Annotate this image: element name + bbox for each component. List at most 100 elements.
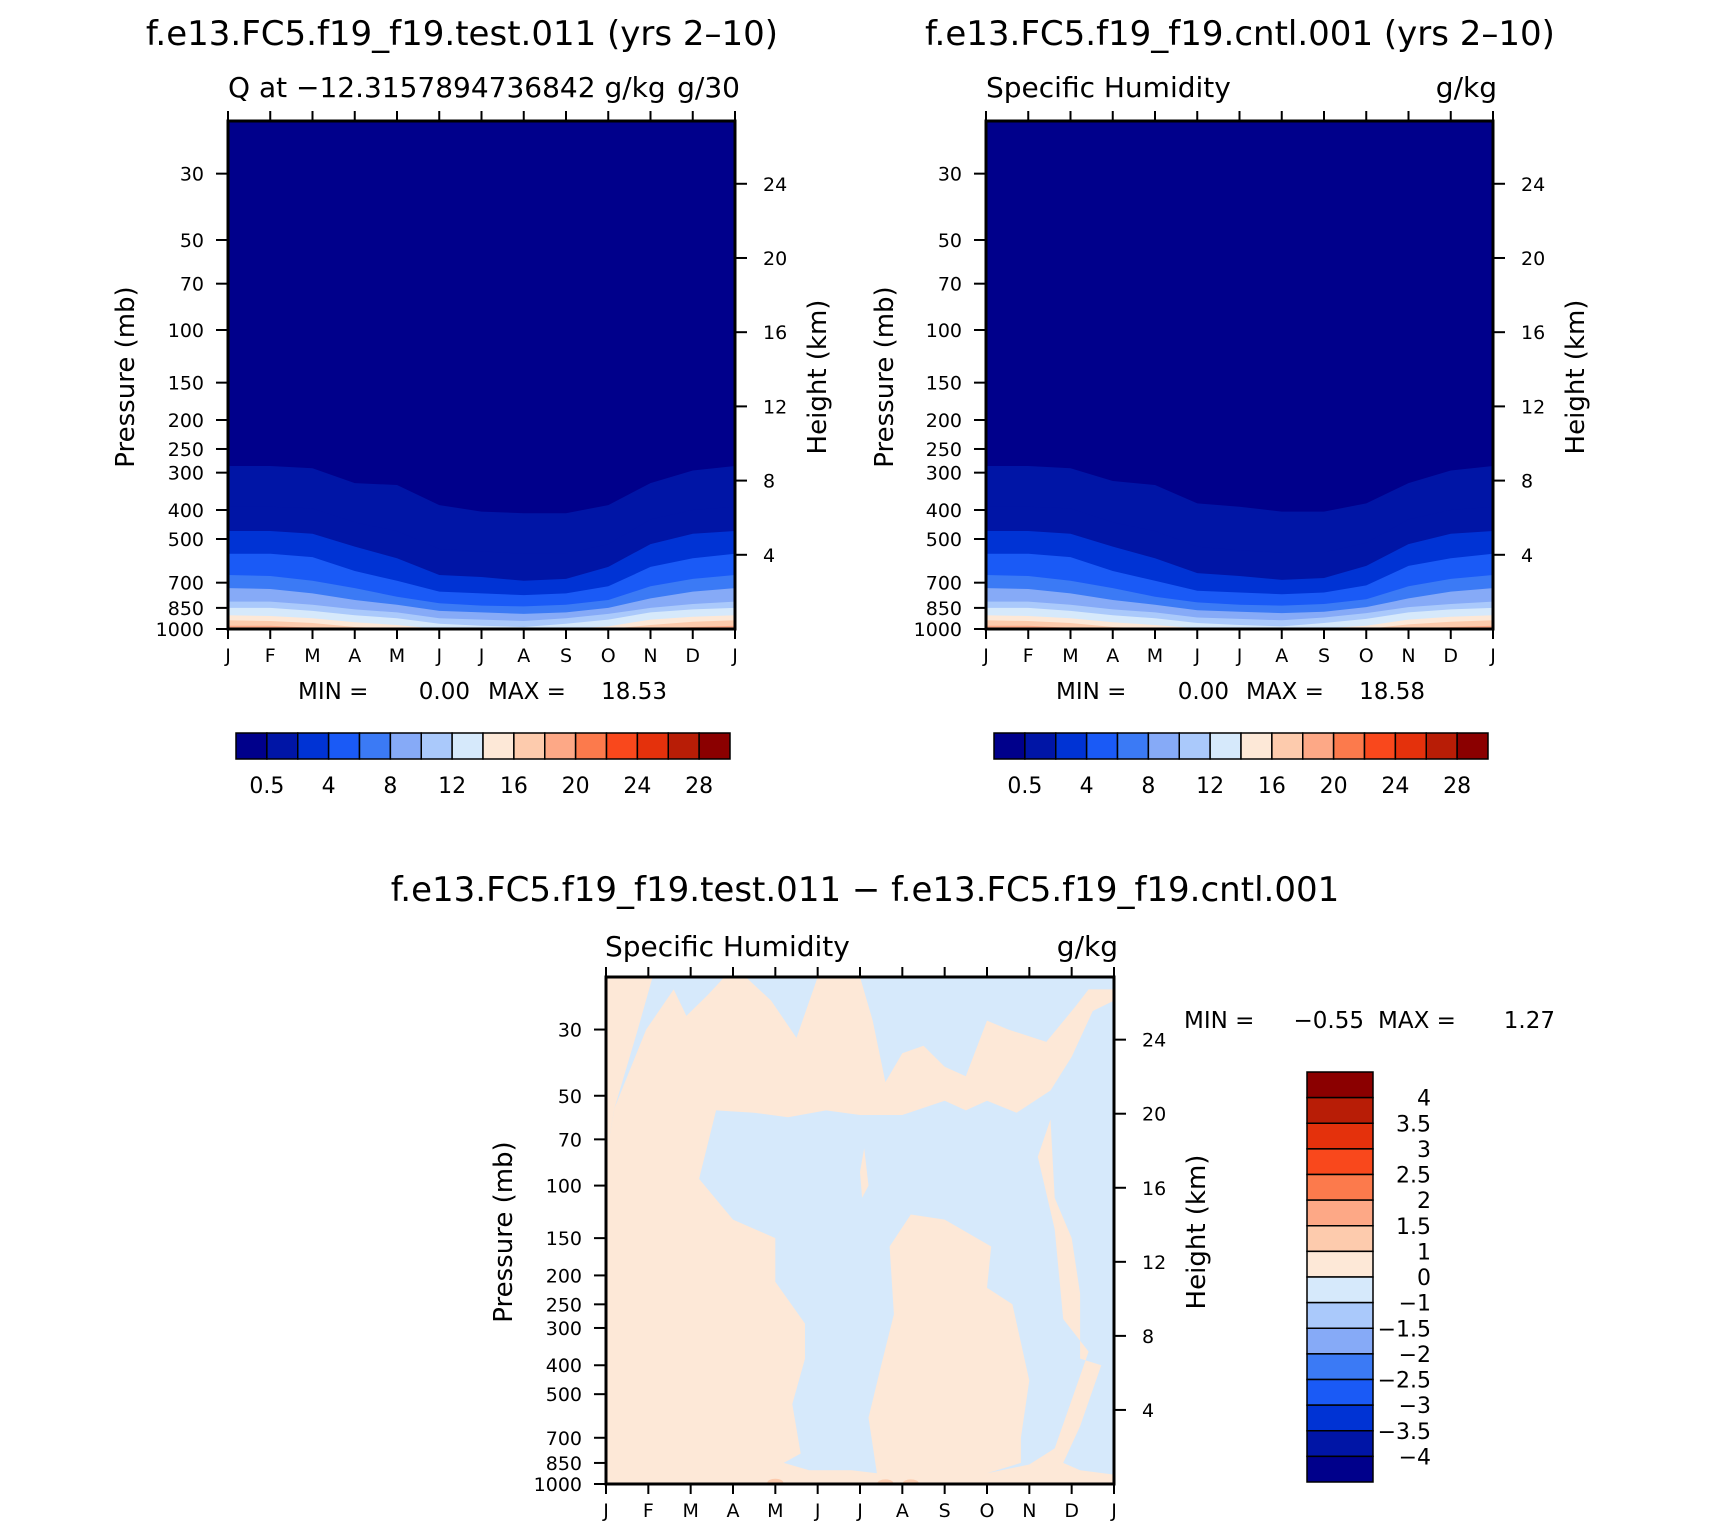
x-tick-label: O	[601, 645, 616, 667]
panel-control-max-label: MAX =	[1246, 679, 1324, 705]
colorbar-swatch	[1306, 1225, 1374, 1253]
y2-tick-label: 16	[1142, 1178, 1166, 1200]
x-tick-label: A	[517, 645, 530, 667]
x-tick-label: F	[265, 645, 276, 667]
colorbar-swatch	[358, 732, 392, 760]
field-group	[228, 121, 735, 629]
colorbar-swatch	[297, 732, 330, 760]
colorbar-swatch	[327, 732, 361, 760]
y-tick-label: 50	[938, 230, 962, 252]
x-tick-label: D	[1064, 1500, 1079, 1522]
panel-difference-min-label: MIN =	[1184, 1008, 1254, 1034]
y-tick-label: 300	[926, 463, 962, 485]
panel-test-max-label: MAX =	[488, 679, 566, 705]
colorbar-swatch	[1306, 1430, 1374, 1458]
plot-frame	[604, 975, 1116, 1486]
x-tick-label: D	[685, 645, 700, 667]
colorbar-label: 4	[1417, 1087, 1431, 1112]
diff-positive-region	[606, 977, 1114, 1484]
panel-test-ylabel: Pressure (mb)	[111, 286, 141, 467]
colorbar-label: 16	[500, 774, 528, 799]
colorbar-label: 0.5	[249, 774, 284, 799]
y-tick-label: 200	[546, 1265, 582, 1287]
y2-tick-label: 16	[1521, 322, 1545, 344]
colorbar-label: 20	[562, 774, 590, 799]
y-tick-label: 250	[168, 439, 204, 461]
field-band	[228, 615, 735, 629]
y-tick-label: 50	[180, 230, 204, 252]
x-tick-label: J	[1236, 645, 1243, 667]
panel-difference: f.e13.FC5.f19_f19.test.011 − f.e13.FC5.f…	[391, 870, 1555, 1522]
y2-tick-label: 20	[763, 248, 787, 270]
colorbar-swatch	[1306, 1071, 1374, 1099]
x-tick-label: N	[1022, 1500, 1036, 1522]
y-tick-label: 300	[168, 463, 204, 485]
colorbar-swatch	[667, 732, 700, 760]
y-tick-label: 1000	[914, 619, 962, 641]
y-tick-label: 100	[926, 320, 962, 342]
colorbar-label: 0	[1417, 1266, 1431, 1291]
x-tick-label: M	[389, 645, 405, 667]
x-tick-label: J	[602, 1500, 609, 1522]
y-tick-label: 250	[926, 439, 962, 461]
y-tick-label: 850	[546, 1453, 582, 1475]
y-tick-label: 30	[938, 164, 962, 186]
colorbar-swatch	[1306, 1276, 1374, 1304]
panel-control-right-label: g/kg	[1436, 71, 1497, 104]
y2-tick-label: 8	[763, 471, 775, 493]
y2-tick-label: 8	[1142, 1326, 1154, 1348]
x-tick-label: A	[1106, 645, 1119, 667]
colorbar-label: 2.5	[1396, 1164, 1431, 1189]
x-tick-label: M	[1147, 645, 1163, 667]
y-tick-label: 200	[168, 410, 204, 432]
colorbar-swatch	[1271, 732, 1304, 760]
panel-control: f.e13.FC5.f19_f19.cntl.001 (yrs 2–10) J F…	[870, 14, 1591, 799]
colorbar-difference: 43.532.521.510−1−1.5−2−2.5−3−3.5−4	[1306, 1071, 1431, 1483]
colorbar-swatch	[574, 732, 608, 760]
colorbar-swatch	[1147, 732, 1180, 760]
y-tick-label: 150	[546, 1228, 582, 1250]
x-tick-label: O	[1359, 645, 1374, 667]
colorbar-label: −3	[1399, 1394, 1431, 1419]
colorbar-swatch	[1302, 732, 1335, 760]
x-tick-label: J	[1110, 1500, 1117, 1522]
colorbar-label: 24	[1381, 774, 1409, 799]
colorbar-swatch	[451, 732, 484, 760]
panel-test-ylabel-right: Height (km)	[803, 300, 833, 455]
y-tick-label: 500	[168, 529, 204, 551]
y-tick-label: 70	[938, 274, 962, 296]
colorbar-label: 8	[1141, 774, 1155, 799]
x-tick-label: J	[435, 645, 442, 667]
diff-field-group	[606, 977, 1114, 1484]
y-tick-label: 500	[546, 1384, 582, 1406]
panel-difference-max-label: MAX =	[1378, 1008, 1456, 1034]
field-band	[986, 615, 1493, 629]
x-tick-label: S	[939, 1500, 951, 1522]
colorbar-swatch	[1306, 1122, 1374, 1150]
colorbar-swatch	[482, 732, 515, 760]
y-tick-label: 100	[546, 1176, 582, 1198]
y-tick-label: 700	[926, 573, 962, 595]
panel-test-left-label: Q at −12.3157894736842 g/kg	[228, 71, 666, 104]
panel-control-ylabel: Pressure (mb)	[870, 286, 900, 467]
y-tick-label: 700	[546, 1428, 582, 1450]
colorbar-swatch	[636, 732, 669, 760]
colorbar-swatch	[544, 732, 577, 760]
colorbar-swatch	[1306, 1096, 1374, 1124]
y-tick-label: 50	[558, 1086, 582, 1108]
panel-difference-ylabel: Pressure (mb)	[489, 1141, 519, 1322]
colorbar-swatch	[1306, 1455, 1374, 1483]
y-tick-label: 400	[926, 500, 962, 522]
y-tick-label: 150	[168, 373, 204, 395]
y2-tick-label: 24	[763, 174, 787, 196]
x-tick-label: A	[1275, 645, 1288, 667]
colorbar-label: 4	[1080, 774, 1094, 799]
colorbar-label: 12	[1196, 774, 1224, 799]
colorbar-swatch	[1306, 1327, 1374, 1355]
x-tick-label: M	[682, 1500, 698, 1522]
colorbar-test: 0.5 4 8 12 16 20 24 28	[235, 732, 731, 799]
x-tick-label: J	[1193, 645, 1200, 667]
colorbar-swatch	[1209, 732, 1242, 760]
